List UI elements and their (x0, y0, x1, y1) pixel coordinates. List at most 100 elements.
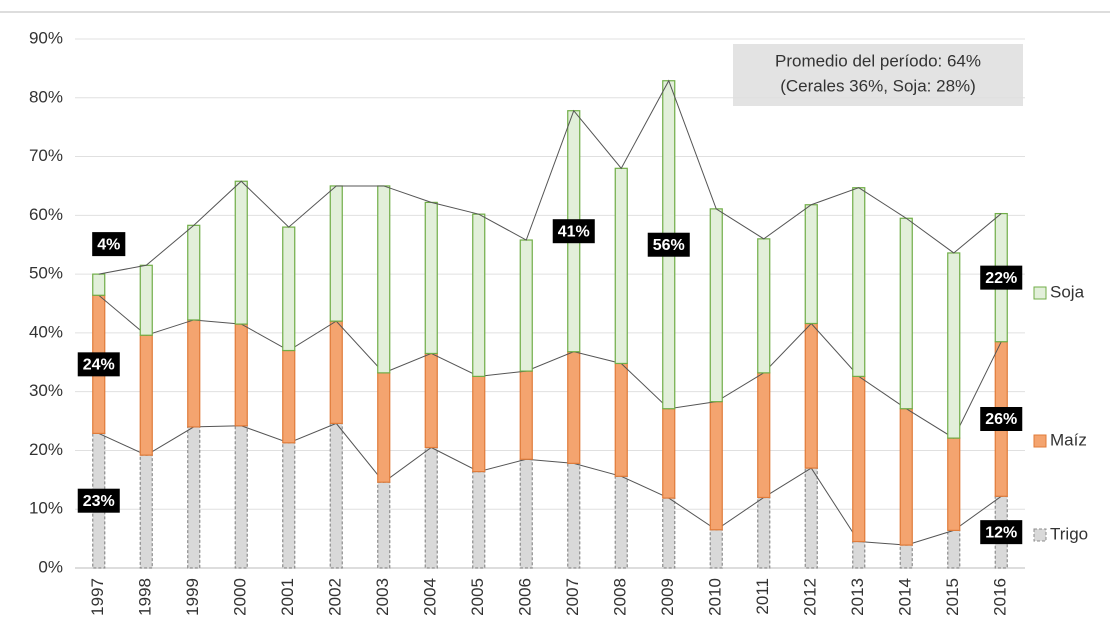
bar-segment (187, 426, 201, 569)
bar-segment (709, 529, 723, 569)
value-label: 41% (558, 223, 590, 240)
x-tick-label: 1998 (136, 578, 155, 616)
bar-segment (282, 349, 296, 444)
value-label: 12% (985, 524, 1017, 541)
bar-segment (709, 401, 723, 531)
bar-segment (899, 544, 913, 569)
annotation: Promedio del período: 64% (775, 51, 981, 70)
bar-segment (852, 540, 866, 569)
annotation: (Cerales 36%, Soja: 28%) (780, 76, 976, 95)
annotation-box (733, 44, 1023, 106)
bar-segment (234, 425, 248, 569)
bar-segment (187, 319, 201, 428)
bar-segment (662, 408, 676, 499)
bar-segment (329, 320, 343, 425)
x-tick-label: 2015 (943, 578, 962, 616)
x-tick-label: 2012 (801, 578, 820, 616)
bar-segment (234, 323, 248, 427)
bar-segment (899, 217, 913, 410)
y-tick-label: 10% (29, 499, 63, 518)
bar-segment (424, 352, 438, 449)
bar-segment (614, 167, 628, 365)
bar-segment (852, 375, 866, 543)
bar-segment (519, 239, 533, 372)
bar-segment (567, 351, 581, 464)
y-tick-label: 30% (29, 381, 63, 400)
bar-segment (614, 362, 628, 477)
x-tick-label: 2001 (278, 578, 297, 616)
value-label-bg (92, 232, 126, 257)
bar-segment (757, 238, 771, 374)
value-label: 4% (97, 236, 120, 253)
bar-segment (472, 471, 486, 569)
bar-segment (329, 422, 343, 569)
bar-segment (139, 264, 153, 336)
y-tick-label: 50% (29, 264, 63, 283)
y-tick-label: 90% (29, 28, 63, 47)
value-label: 24% (83, 357, 115, 374)
bar-segment (377, 481, 391, 569)
value-label-bg (980, 520, 1023, 545)
bar-segment (234, 180, 248, 325)
legend-label: Soja (1050, 282, 1085, 301)
bar-segment (519, 458, 533, 569)
value-label-bg (552, 219, 595, 244)
legend-swatch (1033, 434, 1047, 448)
x-tick-label: 2002 (326, 578, 345, 616)
y-tick-label: 20% (29, 440, 63, 459)
bar-segment (282, 442, 296, 569)
x-tick-label: 2010 (706, 578, 725, 616)
value-label: 56% (653, 237, 685, 254)
value-label-bg (647, 232, 690, 257)
bar-segment (947, 437, 961, 531)
connector-line (98, 422, 1002, 546)
value-label: 23% (83, 493, 115, 510)
x-tick-label: 2003 (373, 578, 392, 616)
bar-segment (662, 497, 676, 569)
bar-segment (282, 226, 296, 352)
bar-segment (92, 273, 106, 296)
bar-segment (804, 204, 818, 325)
bar-segment (567, 462, 581, 569)
connector-line (98, 294, 1002, 439)
x-tick-label: 2011 (753, 578, 772, 615)
bar-segment (187, 224, 201, 321)
bar-segment (804, 322, 818, 469)
x-tick-label: 2014 (896, 578, 915, 616)
value-label: 26% (985, 411, 1017, 428)
connector-line (98, 79, 1002, 275)
y-tick-label: 70% (29, 146, 63, 165)
x-tick-label: 2005 (468, 578, 487, 616)
bar-segment (424, 201, 438, 355)
value-label-bg (77, 488, 120, 513)
legend-label: Trigo (1050, 524, 1088, 543)
value-label: 22% (985, 270, 1017, 287)
bar-segment (139, 334, 153, 456)
y-tick-label: 40% (29, 322, 63, 341)
bar-segment (377, 185, 391, 374)
x-tick-label: 2004 (421, 578, 440, 616)
bar-segment (899, 408, 913, 546)
x-tick-label: 2013 (848, 578, 867, 616)
y-tick-label: 80% (29, 87, 63, 106)
bar-segment (472, 213, 486, 377)
x-tick-label: 1999 (183, 578, 202, 616)
x-tick-label: 1997 (88, 578, 107, 616)
bar-segment (947, 529, 961, 569)
value-label-bg (77, 352, 120, 377)
bar-segment (804, 467, 818, 569)
value-label-bg (980, 406, 1023, 431)
bar-segment (614, 475, 628, 569)
bar-segment (519, 370, 533, 460)
legend-swatch (1033, 286, 1047, 300)
y-tick-label: 0% (38, 557, 63, 576)
bar-segment (329, 185, 343, 322)
x-tick-label: 2000 (231, 578, 250, 616)
bar-segment (757, 496, 771, 569)
x-tick-label: 2016 (991, 578, 1010, 616)
value-label-bg (980, 265, 1023, 290)
bar-segment (947, 252, 961, 439)
bar-segment (377, 372, 391, 483)
